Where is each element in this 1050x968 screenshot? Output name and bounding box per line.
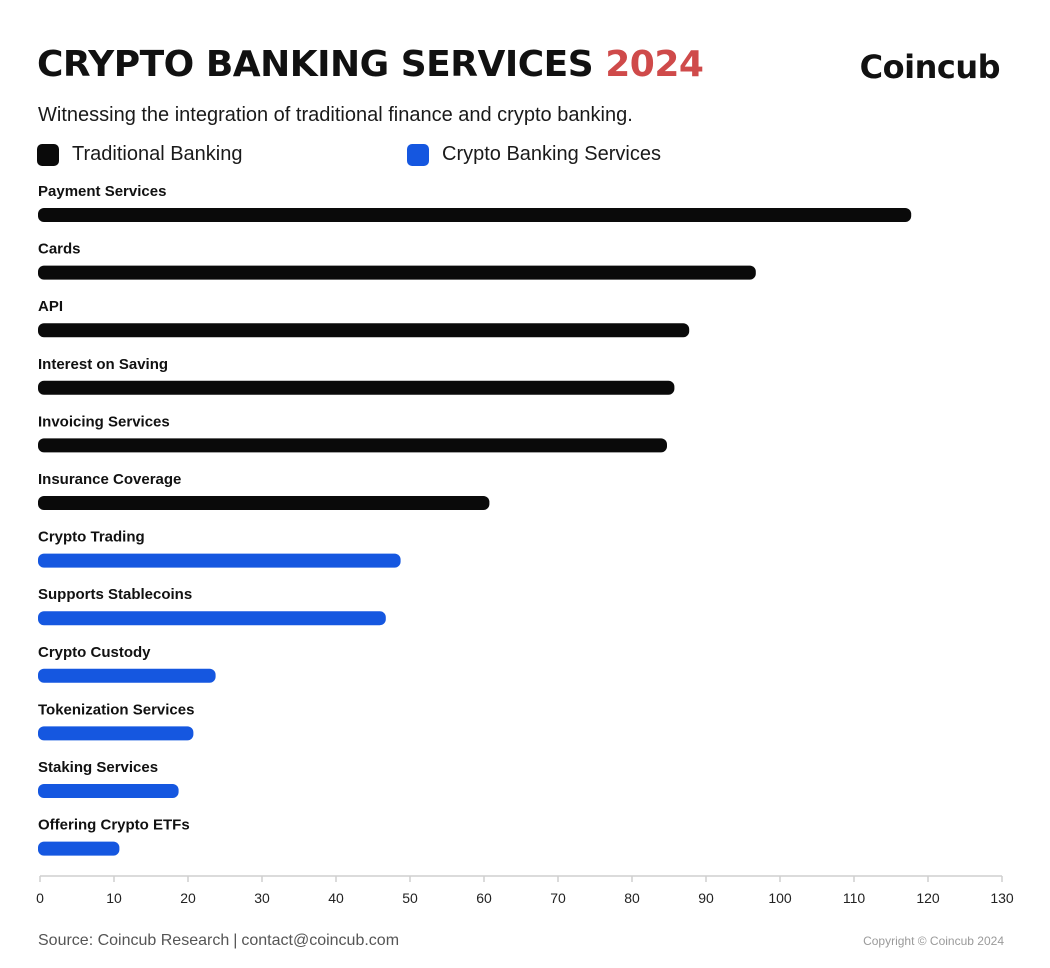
x-tick-label-0: 0	[36, 890, 44, 906]
category-label-payment-services: Payment Services	[38, 183, 166, 200]
x-tick-label-100: 100	[768, 890, 792, 906]
page-subtitle: Witnessing the integration of traditiona…	[38, 104, 633, 126]
category-label-staking-services: Staking Services	[38, 759, 158, 776]
category-label-invoicing-services: Invoicing Services	[38, 413, 170, 430]
x-tick-label-110: 110	[843, 890, 866, 906]
bar-supports-stablecoins	[38, 611, 386, 626]
category-label-tokenization-services: Tokenization Services	[38, 701, 194, 718]
legend-item-traditional: Traditional Banking	[37, 143, 242, 166]
x-tick-label-120: 120	[916, 890, 940, 906]
x-tick-label-50: 50	[402, 890, 418, 906]
legend-item-crypto: Crypto Banking Services	[407, 143, 661, 166]
bar-api	[38, 323, 690, 338]
category-label-crypto-trading: Crypto Trading	[38, 529, 145, 546]
bar-cards	[38, 265, 756, 280]
category-label-cards: Cards	[38, 241, 81, 258]
x-tick-label-30: 30	[254, 890, 270, 906]
category-label-insurance-coverage: Insurance Coverage	[38, 471, 181, 488]
bar-payment-services	[38, 208, 912, 222]
x-tick-label-70: 70	[550, 890, 566, 906]
bar-offering-crypto-etfs	[38, 841, 120, 856]
bar-chart: Payment Services Cards API Interest on Savi…	[36, 183, 1014, 906]
footer-separator: |	[233, 932, 238, 949]
x-tick-label-10: 10	[106, 890, 122, 906]
title-text: CRYPTO BANKING SERVICES	[37, 44, 594, 85]
source-text: Source: Coincub Research	[38, 932, 230, 949]
x-tick-label-20: 20	[180, 890, 196, 906]
page-title: CRYPTO BANKING SERVICES 2024	[37, 44, 704, 85]
legend-swatch-crypto	[407, 143, 429, 166]
contact-link[interactable]: contact@coincub.com	[241, 932, 400, 949]
title-year: 2024	[605, 44, 704, 85]
legend-swatch-traditional	[37, 143, 59, 166]
category-label-api: API	[38, 298, 63, 315]
x-tick-label-60: 60	[476, 890, 492, 906]
bar-interest-on-saving	[38, 380, 675, 395]
category-label-interest-on-saving: Interest on Saving	[38, 356, 168, 373]
footer-source: Source: Coincub Research | contact@coincub…	[38, 932, 399, 950]
footer-copyright: Copyright © Coincub 2024	[863, 934, 1004, 948]
legend-label-traditional: Traditional Banking	[72, 143, 243, 165]
category-label-supports-stablecoins: Supports Stablecoins	[38, 586, 192, 603]
bar-staking-services	[38, 784, 179, 798]
legend-label-crypto: Crypto Banking Services	[442, 143, 661, 165]
bar-crypto-custody	[38, 668, 216, 683]
bar-insurance-coverage	[38, 496, 490, 510]
chart-legend: Traditional Banking Crypto Banking Servi…	[0, 143, 1050, 173]
category-label-crypto-custody: Crypto Custody	[38, 644, 151, 661]
x-tick-label-40: 40	[328, 890, 344, 906]
bar-crypto-trading	[38, 553, 401, 568]
x-tick-label-80: 80	[624, 890, 640, 906]
category-label-offering-crypto-etfs: Offering Crypto ETFs	[38, 817, 190, 834]
brand-logo: Coincub	[859, 48, 1001, 86]
bar-invoicing-services	[38, 438, 667, 453]
x-tick-label-130: 130	[990, 890, 1014, 906]
x-tick-label-90: 90	[698, 890, 714, 906]
bar-tokenization-services	[38, 726, 194, 741]
